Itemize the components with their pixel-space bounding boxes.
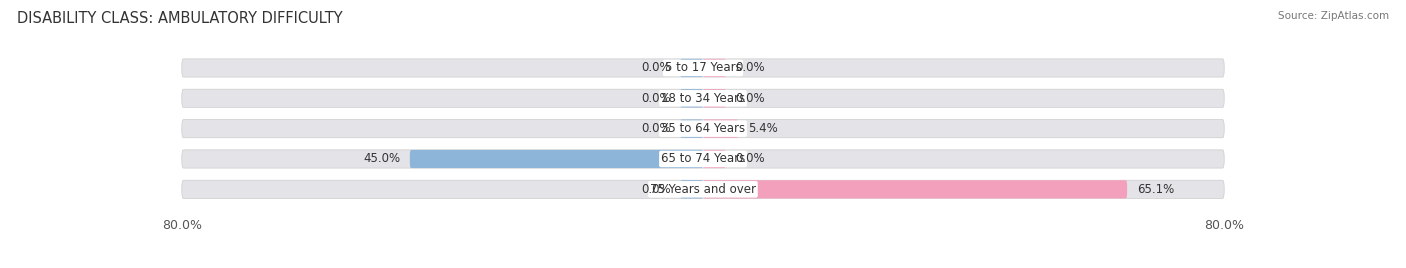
Text: 5 to 17 Years: 5 to 17 Years [665,61,741,75]
FancyBboxPatch shape [703,180,1128,198]
Text: 75 Years and over: 75 Years and over [650,183,756,196]
Text: Source: ZipAtlas.com: Source: ZipAtlas.com [1278,11,1389,21]
FancyBboxPatch shape [681,120,703,138]
Text: DISABILITY CLASS: AMBULATORY DIFFICULTY: DISABILITY CLASS: AMBULATORY DIFFICULTY [17,11,343,26]
Text: 0.0%: 0.0% [641,183,671,196]
Text: 0.0%: 0.0% [735,61,765,75]
FancyBboxPatch shape [181,89,1225,107]
Text: 5.4%: 5.4% [748,122,778,135]
FancyBboxPatch shape [703,120,738,138]
Text: 65 to 74 Years: 65 to 74 Years [661,152,745,165]
Text: 45.0%: 45.0% [363,152,401,165]
Text: 65.1%: 65.1% [1137,183,1174,196]
FancyBboxPatch shape [181,180,1225,198]
Text: 18 to 34 Years: 18 to 34 Years [661,92,745,105]
FancyBboxPatch shape [703,59,725,77]
Text: 0.0%: 0.0% [735,152,765,165]
FancyBboxPatch shape [681,59,703,77]
FancyBboxPatch shape [703,89,725,107]
Text: 0.0%: 0.0% [641,61,671,75]
FancyBboxPatch shape [681,180,703,198]
FancyBboxPatch shape [181,150,1225,168]
FancyBboxPatch shape [181,59,1225,77]
FancyBboxPatch shape [681,89,703,107]
Text: 0.0%: 0.0% [641,92,671,105]
Text: 0.0%: 0.0% [735,92,765,105]
FancyBboxPatch shape [409,150,703,168]
Text: 35 to 64 Years: 35 to 64 Years [661,122,745,135]
Text: 0.0%: 0.0% [641,122,671,135]
FancyBboxPatch shape [181,120,1225,138]
FancyBboxPatch shape [703,150,725,168]
